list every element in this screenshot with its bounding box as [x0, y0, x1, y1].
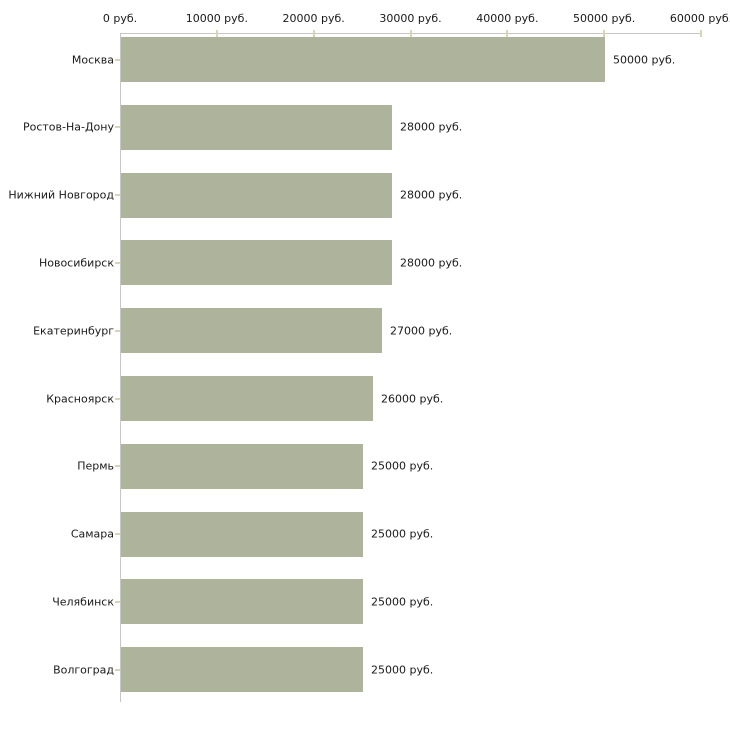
x-axis-tick-mark: [215, 30, 218, 37]
category-label: Пермь: [77, 459, 114, 473]
x-axis-tick-mark: [312, 30, 315, 37]
x-axis-tick-mark: [506, 30, 509, 37]
bar-value-label: 25000 руб.: [371, 663, 434, 677]
category-tick-mark: [115, 668, 120, 671]
bar-value-label: 25000 руб.: [371, 595, 434, 609]
category-tick-mark: [115, 465, 120, 468]
bar: [121, 376, 373, 421]
bar: [121, 172, 392, 218]
x-axis-tick-label: 20000 руб.: [282, 12, 345, 25]
category-label: Челябинск: [52, 595, 114, 609]
category-tick-mark: [115, 397, 120, 400]
bar-value-label: 28000 руб.: [400, 120, 463, 134]
bar: [121, 511, 363, 557]
x-axis-tick-mark: [409, 30, 412, 37]
category-label: Волгоград: [53, 663, 114, 677]
bar-value-label: 25000 руб.: [371, 527, 434, 541]
category-label: Москва: [71, 53, 114, 66]
bar: [121, 240, 392, 286]
bar-value-label: 28000 руб.: [400, 188, 463, 202]
bar: [121, 104, 392, 150]
category-tick-mark: [115, 533, 120, 536]
category-tick-mark: [115, 58, 120, 61]
bar-value-label: 25000 руб.: [371, 459, 434, 473]
x-axis-tick-label: 60000 руб.: [669, 12, 730, 25]
bar: [121, 579, 363, 625]
category-label: Новосибирск: [38, 256, 114, 270]
category-label: Екатеринбург: [33, 324, 114, 338]
x-axis-tick-label: 40000 руб.: [476, 12, 539, 25]
category-label: Красноярск: [46, 392, 114, 405]
bar: [121, 308, 382, 354]
x-axis-tick-mark: [700, 30, 702, 37]
category-tick-mark: [115, 329, 120, 332]
bar-value-label: 27000 руб.: [390, 324, 453, 338]
bar: [121, 443, 363, 489]
x-axis-tick-label: 0 руб.: [102, 12, 138, 25]
x-axis-tick-label: 50000 руб.: [573, 12, 636, 25]
bar: [121, 37, 605, 82]
x-axis-tick-label: 30000 руб.: [379, 12, 442, 25]
bar-value-label: 28000 руб.: [400, 256, 463, 270]
bar-value-label: 50000 руб.: [613, 53, 676, 66]
x-axis-tick-mark: [603, 30, 606, 37]
category-label: Ростов-На-Дону: [22, 120, 114, 134]
y-axis-line: [120, 33, 121, 702]
bar: [121, 647, 363, 693]
category-tick-mark: [115, 126, 120, 129]
category-tick-mark: [115, 600, 120, 603]
x-axis-tick-label: 10000 руб.: [185, 12, 248, 25]
category-tick-mark: [115, 194, 120, 197]
category-label: Самара: [70, 527, 114, 541]
category-label: Нижний Новгород: [8, 188, 114, 202]
category-tick-mark: [115, 261, 120, 264]
bar-value-label: 26000 руб.: [381, 392, 444, 405]
